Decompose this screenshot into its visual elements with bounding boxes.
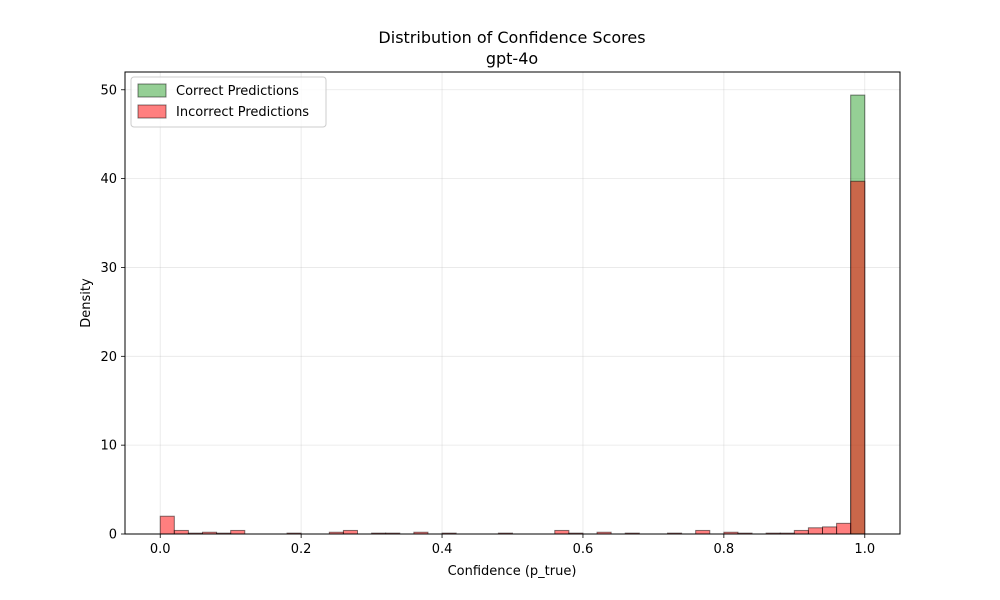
y-tick-label: 50 [100, 83, 117, 98]
x-tick-label: 0.2 [291, 542, 312, 557]
histogram-bar [554, 529, 570, 535]
y-axis-label: Density [79, 278, 94, 328]
y-tick-label: 0 [109, 528, 117, 543]
x-tick-label: 0.4 [432, 542, 453, 557]
x-axis-ticks: 0.0 0.2 0.4 0.6 0.8 1.0 [150, 534, 875, 557]
x-tick-label: 0.0 [150, 542, 171, 557]
legend-swatch-correct [137, 83, 167, 98]
histogram-bar [822, 526, 838, 535]
chart-title: Distribution of Confidence Scores [378, 28, 645, 47]
legend-swatch-incorrect [137, 104, 167, 119]
x-tick-label: 0.8 [714, 542, 735, 557]
legend-label-correct: Correct Predictions [176, 84, 299, 99]
x-axis-label: Confidence (p_true) [448, 564, 577, 579]
histogram-bar [807, 527, 824, 535]
legend-frame [130, 76, 327, 128]
y-tick-label: 40 [100, 172, 117, 187]
y-tick-label: 30 [100, 261, 117, 276]
x-tick-label: 0.6 [573, 542, 594, 557]
y-tick-label: 20 [100, 350, 117, 365]
histogram-bar [159, 515, 175, 535]
y-tick-label: 10 [100, 439, 117, 454]
y-axis-ticks: 0 10 20 30 40 50 [100, 83, 125, 543]
legend-label-incorrect: Incorrect Predictions [176, 105, 309, 120]
chart-legend: Correct Predictions Incorrect Prediction… [130, 76, 327, 128]
histogram-bar [173, 529, 189, 535]
histogram-bar [342, 529, 358, 535]
histogram-bar [230, 529, 246, 535]
histogram-bar [793, 529, 809, 535]
histogram-bar [850, 180, 866, 535]
chart-subtitle: gpt-4o [486, 49, 538, 68]
x-tick-label: 1.0 [854, 542, 875, 557]
histogram-bar [695, 529, 711, 535]
histogram-bar [836, 522, 852, 535]
plot-area-frame [124, 71, 901, 535]
